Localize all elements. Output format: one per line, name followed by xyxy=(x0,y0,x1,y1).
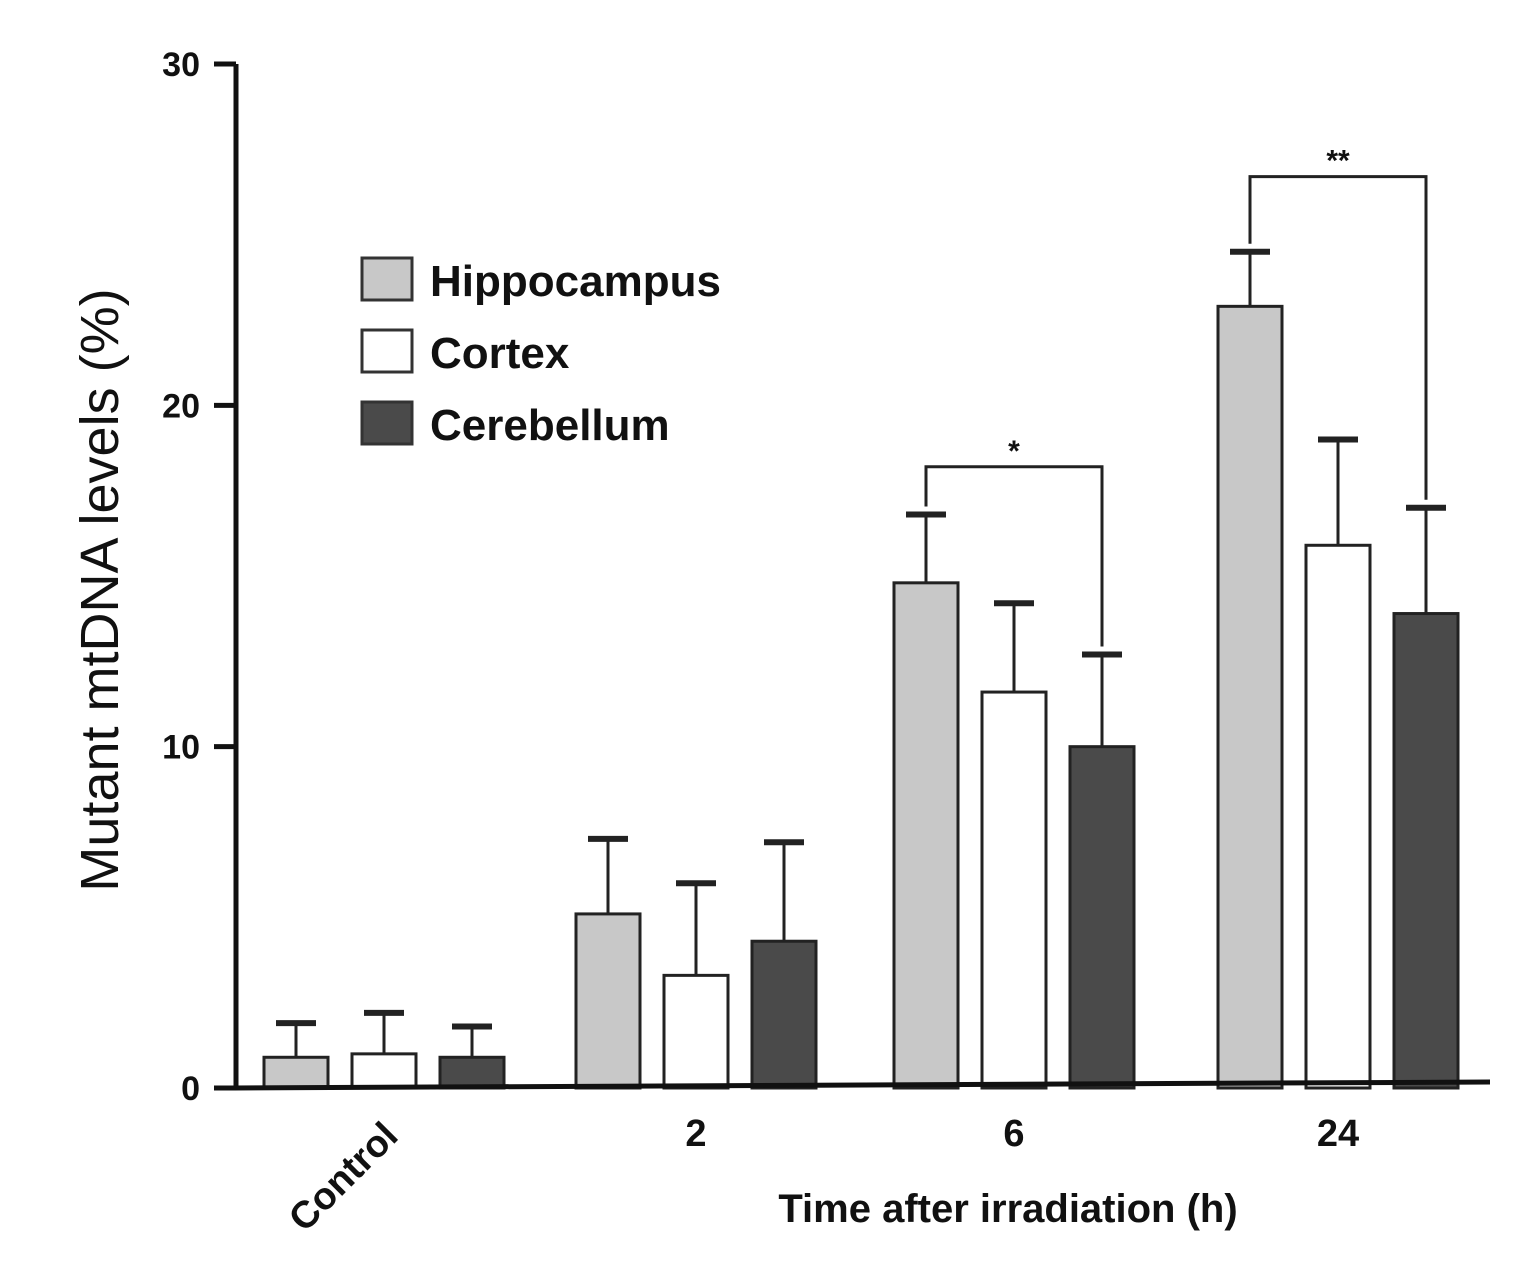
bar-hippocampus-2 xyxy=(574,912,642,1090)
bar-cerebellum-control xyxy=(438,1055,506,1090)
bars-layer xyxy=(262,304,1460,1090)
legend-swatch-cortex xyxy=(360,328,414,374)
legend-swatch-cerebellum xyxy=(360,400,414,446)
bar-cortex-control xyxy=(350,1052,418,1090)
bar-cortex-2 xyxy=(662,973,730,1090)
significance-bracket-24 xyxy=(1248,175,1428,500)
y-tick-label-0: 0 xyxy=(181,1070,200,1108)
bar-hippocampus-control xyxy=(262,1055,330,1090)
significance-marker-24: ** xyxy=(1326,145,1350,178)
bar-cerebellum-2 xyxy=(750,939,818,1090)
significance-layer: *** xyxy=(924,145,1428,647)
error-bars-layer xyxy=(276,248,1446,1058)
legend-swatch-hippocampus xyxy=(360,256,414,302)
legend-label-cortex: Cortex xyxy=(430,329,570,378)
x-tick-label-control: Control xyxy=(281,1115,406,1240)
significance-marker-6: * xyxy=(1008,435,1020,468)
y-tick-label-10: 10 xyxy=(162,729,200,767)
legend: Hippocampus Cortex Cerebellum xyxy=(360,256,721,450)
bar-cerebellum-6 xyxy=(1068,745,1136,1090)
legend-label-cerebellum: Cerebellum xyxy=(430,401,670,450)
bar-cerebellum-24 xyxy=(1392,612,1460,1090)
x-axis-label: Time after irradiation (h) xyxy=(778,1187,1237,1231)
x-tick-label-2: 2 xyxy=(685,1113,706,1155)
bar-hippocampus-6 xyxy=(892,581,960,1090)
bar-cortex-6 xyxy=(980,690,1048,1090)
x-tick-label-6: 6 xyxy=(1003,1113,1024,1155)
bar-hippocampus-24 xyxy=(1216,304,1284,1090)
x-tick-label-24: 24 xyxy=(1317,1113,1359,1155)
significance-bracket-6 xyxy=(924,465,1104,647)
legend-label-hippocampus: Hippocampus xyxy=(430,257,721,306)
y-tick-label-30: 30 xyxy=(162,46,200,84)
y-axis-label: Mutant mtDNA levels (%) xyxy=(70,288,130,891)
y-ticks: 0 10 20 30 xyxy=(162,46,236,1108)
bar-cortex-24 xyxy=(1304,543,1372,1090)
x-axis xyxy=(233,1079,1491,1091)
y-tick-label-20: 20 xyxy=(162,387,200,425)
